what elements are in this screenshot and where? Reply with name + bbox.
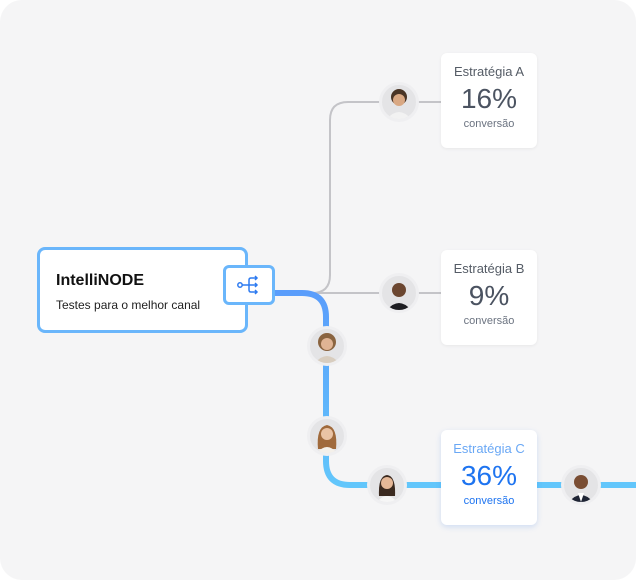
avatar bbox=[379, 82, 419, 122]
strategy-name: Estratégia B bbox=[453, 261, 525, 276]
strategy-name: Estratégia A bbox=[453, 64, 525, 79]
node-subtitle: Testes para o melhor canal bbox=[56, 298, 201, 312]
strategy-label: conversão bbox=[463, 315, 515, 327]
strategy-name: Estratégia C bbox=[453, 441, 525, 456]
avatar bbox=[379, 273, 419, 313]
avatar bbox=[307, 416, 347, 456]
avatar bbox=[367, 465, 407, 505]
strategy-label: conversão bbox=[463, 495, 515, 507]
path-a bbox=[275, 101, 441, 294]
path-c bbox=[275, 290, 441, 488]
strategy-label: conversão bbox=[463, 118, 515, 130]
strategy-a-card[interactable]: Estratégia A 16% conversão bbox=[441, 53, 537, 148]
strategy-value: 9% bbox=[468, 280, 510, 311]
strategy-value: 16% bbox=[460, 83, 518, 114]
node-title: IntelliNODE bbox=[56, 272, 145, 289]
avatar bbox=[307, 326, 347, 366]
strategy-b-card[interactable]: Estratégia B 9% conversão bbox=[441, 250, 537, 345]
strategy-c-card[interactable]: Estratégia C 36% conversão bbox=[441, 430, 537, 525]
avatar bbox=[561, 465, 601, 505]
split-flow-icon[interactable] bbox=[223, 265, 275, 305]
intellinode-card[interactable]: IntelliNODE Testes para o melhor canal bbox=[37, 247, 248, 333]
strategy-value: 36% bbox=[460, 460, 518, 491]
